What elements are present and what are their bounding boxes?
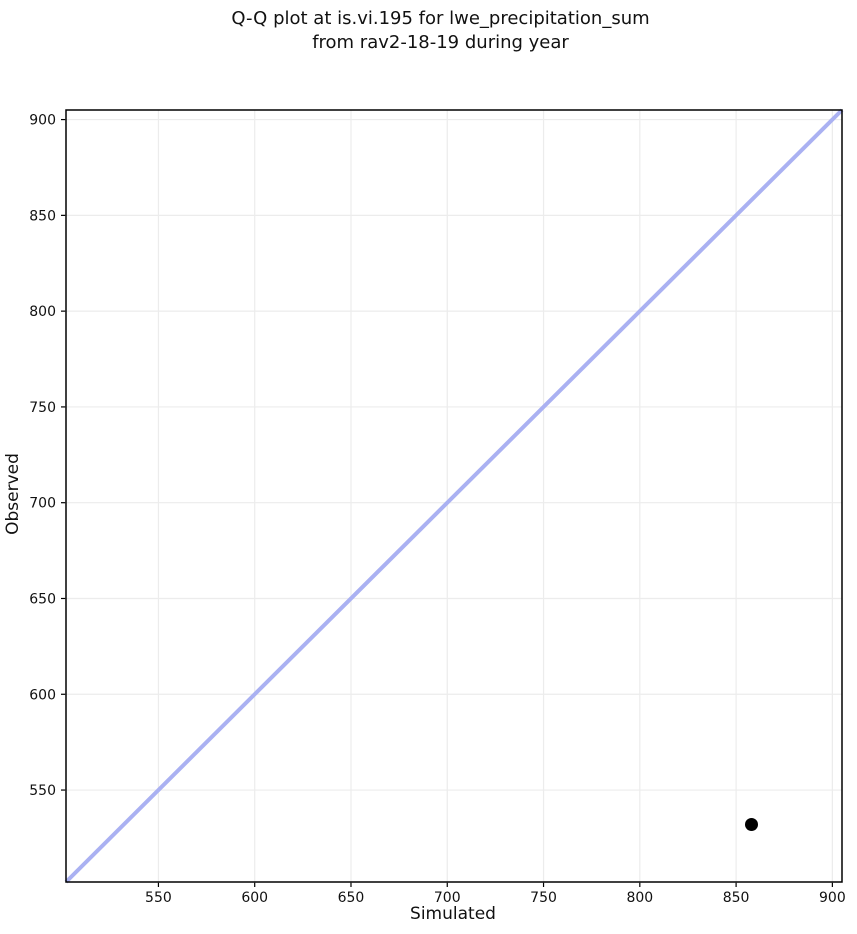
x-tick-label: 850 [723, 890, 750, 906]
y-tick-label: 800 [29, 304, 56, 320]
x-axis-label: Simulated [410, 904, 496, 924]
data-point [744, 818, 758, 832]
x-tick-label: 550 [145, 890, 172, 906]
x-tick-label: 650 [338, 890, 365, 906]
y-tick-label: 900 [29, 113, 56, 129]
y-tick-label: 750 [29, 400, 56, 416]
x-tick-label: 800 [626, 890, 653, 906]
chart-title-line-2: from rav2-18-19 during year [312, 32, 569, 53]
y-tick-label: 600 [29, 687, 56, 703]
x-tick-label: 900 [819, 890, 846, 906]
y-tick-label: 550 [29, 783, 56, 799]
identity-line [64, 108, 844, 884]
y-axis-label: Observed [3, 453, 23, 535]
chart-title: Q-Q plot at is.vi.195 for lwe_precipitat… [24, 7, 857, 55]
y-tick-label: 700 [29, 496, 56, 512]
chart-title-line-1: Q-Q plot at is.vi.195 for lwe_precipitat… [231, 8, 650, 29]
y-tick-label: 650 [29, 591, 56, 607]
y-tick-label: 850 [29, 208, 56, 224]
x-tick-label: 600 [241, 890, 268, 906]
x-tick-label: 700 [434, 890, 461, 906]
x-tick-label: 750 [530, 890, 557, 906]
plot-border [65, 109, 843, 883]
